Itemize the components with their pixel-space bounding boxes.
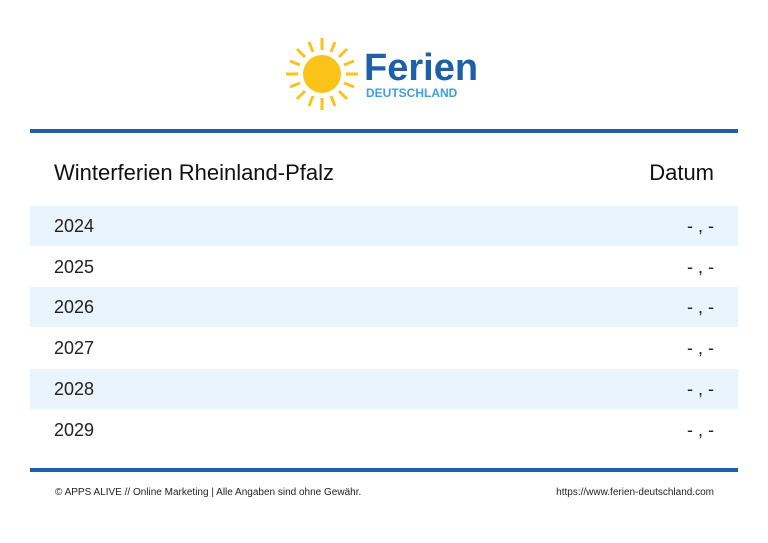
date: - , - (687, 256, 714, 277)
sun-icon (286, 38, 358, 110)
footer-left: © APPS ALIVE // Online Marketing | Alle … (55, 487, 362, 498)
date: - , - (687, 419, 714, 440)
table-row: 2025 - , - (30, 247, 738, 287)
footer-right: https://www.ferien-deutschland.com (556, 487, 714, 498)
divider (30, 468, 738, 472)
year: 2029 (54, 419, 95, 440)
year: 2028 (54, 378, 95, 399)
date: - , - (687, 378, 714, 399)
logo: Ferien DEUTSCHLAND (286, 38, 478, 110)
year: 2025 (54, 256, 95, 277)
logo-title: Ferien (364, 47, 478, 89)
year: 2024 (54, 216, 95, 236)
header-title: Winterferien Rheinland-Pfalz (54, 160, 335, 185)
table-row: 2028 - , - (30, 368, 738, 409)
header-date: Datum (649, 160, 714, 185)
year: 2027 (54, 338, 95, 359)
logo-subtitle: DEUTSCHLAND (366, 86, 458, 100)
table-row: 2024 - , - (30, 206, 738, 246)
table-row: 2026 - , - (30, 287, 738, 328)
table-row: 2029 - , - (30, 410, 738, 450)
table-header: Winterferien Rheinland-Pfalz Datum (30, 150, 738, 194)
date: - , - (687, 216, 714, 236)
table-row: 2027 - , - (30, 328, 738, 368)
date: - , - (687, 338, 714, 359)
date: - , - (687, 297, 714, 318)
divider (30, 129, 738, 133)
year: 2026 (54, 297, 95, 318)
